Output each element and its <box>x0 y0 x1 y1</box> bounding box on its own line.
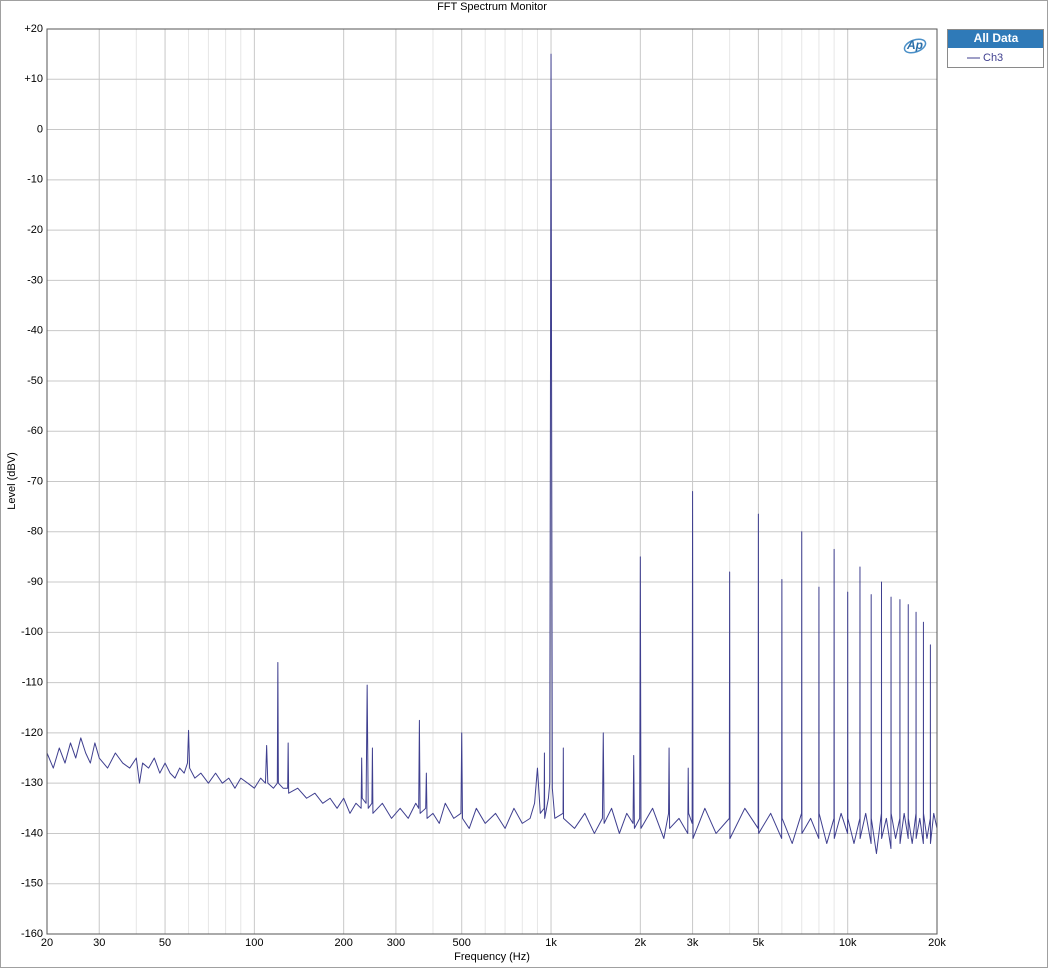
x-tick-label: 1k <box>545 937 557 949</box>
y-tick-label: -120 <box>21 727 43 739</box>
legend-label: Ch3 <box>983 52 1003 64</box>
y-tick-label: -140 <box>21 827 43 839</box>
logo-swoosh <box>903 38 927 54</box>
legend-title: All Data <box>974 31 1019 45</box>
x-tick-label: 200 <box>334 937 352 949</box>
y-tick-label: -130 <box>21 777 43 789</box>
x-axis-label: Frequency (Hz) <box>454 951 530 963</box>
x-tick-label: 20k <box>928 937 946 949</box>
legend-header <box>948 30 1043 48</box>
y-tick-label: -110 <box>22 677 43 689</box>
y-tick-label: -150 <box>21 878 43 890</box>
y-tick-label: 0 <box>37 123 43 135</box>
logo: Ap <box>903 38 927 54</box>
legend: All Data Ch3 <box>947 29 1044 68</box>
y-tick-label: -160 <box>21 928 43 940</box>
y-tick-label: -80 <box>27 526 43 538</box>
x-tick-label: 300 <box>387 937 405 949</box>
y-tick-label: -10 <box>27 174 43 186</box>
y-axis-label: Level (dBV) <box>6 452 18 509</box>
x-tick-label: 3k <box>687 937 699 949</box>
plot-border <box>46 28 938 935</box>
y-tick-label: -20 <box>27 224 43 236</box>
x-tick-label: 100 <box>245 937 263 949</box>
x-tick-label: 50 <box>159 937 171 949</box>
x-tick-label: 2k <box>635 937 647 949</box>
y-tick-label: -70 <box>27 475 43 487</box>
x-tick-label: 500 <box>453 937 471 949</box>
y-tick-label: -50 <box>27 375 43 387</box>
x-tick-label: 5k <box>753 937 765 949</box>
y-tick-label: -60 <box>27 425 43 437</box>
y-tick-label: -40 <box>27 325 43 337</box>
series-line <box>46 53 938 855</box>
logo-text: Ap <box>906 38 923 52</box>
y-tick-label: -90 <box>27 576 43 588</box>
x-tick-label: 10k <box>839 937 857 949</box>
x-tick-label: 30 <box>93 937 105 949</box>
y-tick-label: -30 <box>27 274 43 286</box>
y-tick-label: +10 <box>24 73 43 85</box>
y-tick-label: +20 <box>24 23 43 35</box>
x-tick-label: 20 <box>41 937 53 949</box>
chart-title: FFT Spectrum Monitor <box>437 1 547 13</box>
y-tick-label: -100 <box>21 626 43 638</box>
